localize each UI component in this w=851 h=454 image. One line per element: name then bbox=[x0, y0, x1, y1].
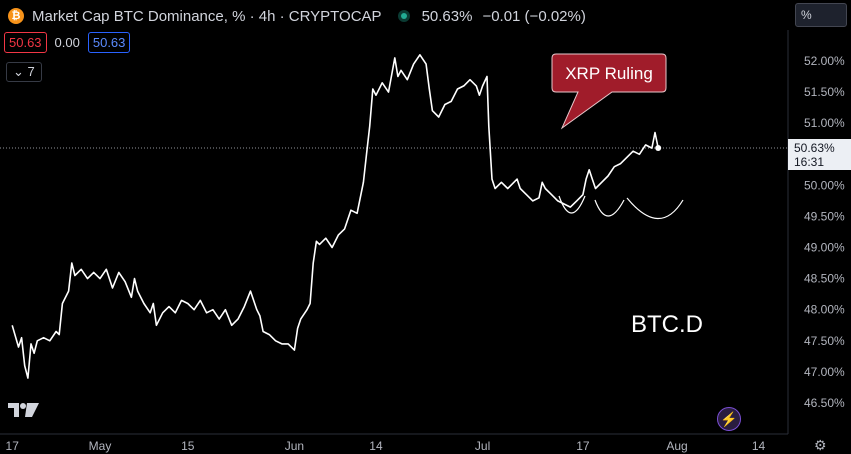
y-tick-label: 47.00% bbox=[804, 365, 845, 379]
gear-icon[interactable]: ⚙ bbox=[814, 437, 827, 453]
y-tick-label: 51.00% bbox=[804, 116, 845, 130]
time-scale: 17 May 15 Jun 14 Jul 17 Aug 14 bbox=[6, 439, 766, 453]
cup-arc-middle bbox=[594, 199, 625, 217]
x-tick-label: 14 bbox=[752, 439, 766, 453]
cup-arc-left bbox=[558, 195, 586, 214]
ask-box[interactable]: 50.63 bbox=[87, 32, 131, 53]
x-tick-label: Aug bbox=[666, 439, 687, 453]
symbol-title[interactable]: Market Cap BTC Dominance, % · 4h · CRYPT… bbox=[32, 7, 382, 25]
price-scale: 52.00%51.50%51.00%50.50%50.00%49.50%49.0… bbox=[804, 54, 845, 410]
y-tick-label: 52.00% bbox=[804, 54, 845, 68]
price-change: −0.01 (−0.02%) bbox=[482, 7, 586, 25]
indicators-count: 7 bbox=[27, 64, 35, 79]
spread-value: 0.00 bbox=[54, 35, 80, 50]
bitcoin-icon: ₿ bbox=[8, 8, 24, 24]
btc-dominance-line bbox=[11, 54, 659, 379]
chevron-down-icon: ⌄ bbox=[13, 64, 24, 79]
y-tick-label: 50.00% bbox=[804, 178, 845, 192]
x-tick-label: 17 bbox=[6, 439, 20, 453]
bid-box[interactable]: 50.63 bbox=[4, 32, 47, 53]
x-tick-label: Jun bbox=[285, 439, 304, 453]
x-tick-label: 17 bbox=[576, 439, 590, 453]
btc-d-watermark: BTC.D bbox=[631, 311, 703, 338]
indicators-toggle[interactable]: ⌄ 7 bbox=[6, 62, 42, 82]
last-price-label: 50.63% 16:31 bbox=[788, 139, 851, 170]
tradingview-logo-icon[interactable] bbox=[8, 400, 40, 420]
y-tick-label: 48.00% bbox=[804, 303, 845, 317]
bid-ask-bar: 50.63 0.00 50.63 bbox=[4, 32, 131, 53]
symbol-header[interactable]: ₿ Market Cap BTC Dominance, % · 4h · CRY… bbox=[0, 0, 586, 32]
last-price-value: 50.63% bbox=[794, 141, 835, 155]
x-tick-label: 15 bbox=[181, 439, 195, 453]
bar-countdown: 16:31 bbox=[794, 155, 825, 169]
x-tick-label: 14 bbox=[369, 439, 383, 453]
callout-text: XRP Ruling bbox=[565, 64, 653, 83]
x-tick-label: May bbox=[89, 439, 112, 453]
y-tick-label: 46.50% bbox=[804, 396, 845, 410]
y-tick-label: 47.50% bbox=[804, 334, 845, 348]
xrp-ruling-callout[interactable]: XRP Ruling bbox=[551, 53, 667, 130]
y-tick-label: 49.00% bbox=[804, 241, 845, 255]
market-status-icon[interactable] bbox=[397, 10, 410, 22]
cup-arc-right bbox=[626, 197, 684, 220]
y-tick-label: 48.50% bbox=[804, 272, 845, 286]
y-tick-label: 49.50% bbox=[804, 209, 845, 223]
last-price: 50.63% bbox=[421, 7, 473, 25]
last-point-marker bbox=[655, 145, 662, 152]
lightning-icon[interactable]: ⚡ bbox=[717, 407, 741, 431]
y-tick-label: 51.50% bbox=[804, 85, 845, 99]
x-tick-label: Jul bbox=[475, 439, 490, 453]
scale-mode-button[interactable]: % bbox=[795, 3, 847, 27]
